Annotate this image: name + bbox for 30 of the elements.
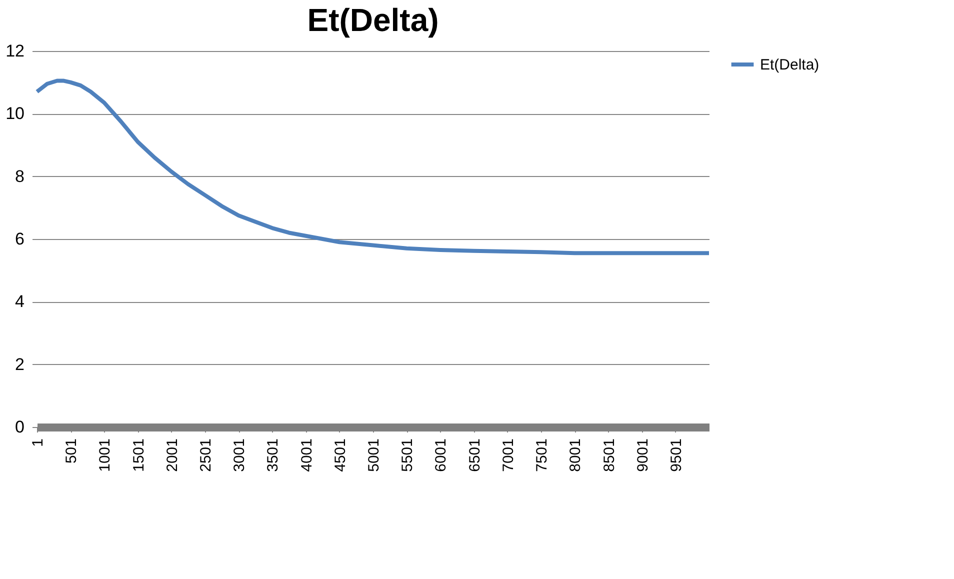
chart-title: Et(Delta) (307, 2, 439, 38)
x-tick-label: 501 (63, 438, 80, 464)
y-tick-label: 10 (6, 104, 24, 124)
y-tick-label: 12 (6, 42, 24, 60)
x-tick-label: 3501 (264, 438, 282, 472)
x-tick-label: 1 (30, 438, 46, 447)
x-tick-label: 5001 (366, 438, 383, 472)
y-tick-label: 2 (15, 354, 24, 374)
x-tick-label: 2501 (198, 438, 215, 472)
x-tick-label: 3001 (231, 438, 248, 472)
x-tick-label: 4001 (298, 438, 316, 472)
legend-label: Et(Delta) (760, 56, 820, 74)
x-tick-label: 8501 (600, 438, 618, 472)
x-tick-label: 1001 (96, 438, 114, 472)
y-tick-label: 0 (15, 418, 24, 436)
x-tick-label: 5501 (399, 438, 416, 472)
x-tick-label: 9501 (668, 438, 685, 472)
x-tick-label: 8001 (567, 438, 584, 472)
x-tick-label: 9001 (634, 438, 652, 472)
y-tick-label: 8 (15, 166, 24, 186)
x-tick-label: 2001 (164, 438, 181, 472)
x-tick-label: 1501 (130, 438, 148, 472)
line-series (35, 78, 711, 256)
y-tick-label: 6 (15, 230, 24, 248)
x-tick-label: 7501 (534, 438, 551, 472)
x-tick-label: 4501 (332, 438, 349, 472)
x-tick-label: 7001 (500, 438, 517, 472)
x-tick-label: 6501 (466, 438, 484, 472)
x-tick-label: 6001 (432, 438, 450, 472)
y-tick-label: 4 (15, 292, 24, 312)
